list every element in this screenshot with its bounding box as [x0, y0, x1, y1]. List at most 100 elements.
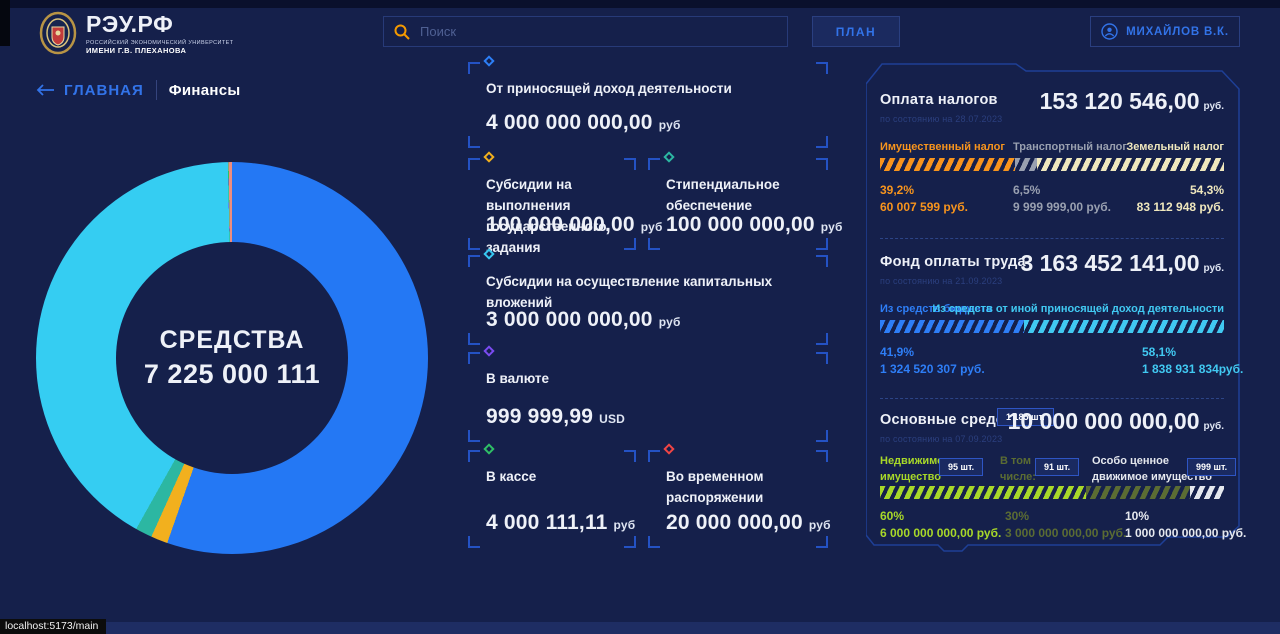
diamond-icon — [483, 55, 495, 67]
university-crest-icon — [39, 11, 77, 55]
assets-title: Основные средства — [880, 412, 1029, 428]
section-divider — [880, 398, 1224, 399]
tax-col-values: 39,2% 60 007 599 руб. — [880, 183, 968, 214]
tax-col-values: 54,3% 83 112 948 руб. — [1136, 183, 1224, 214]
user-icon — [1101, 23, 1118, 40]
back-arrow-icon — [36, 84, 54, 96]
card-scholarship: Стипендиальное обеспечение 100 000 000,0… — [648, 151, 842, 250]
card-value: 3 000 000 000,00 руб — [486, 308, 681, 331]
search-icon — [394, 24, 410, 40]
assets-col-values: 30% 3 000 000 000,00 руб. — [1005, 509, 1127, 540]
assets-total-count-badge: 1 185 шт. — [997, 408, 1054, 426]
card-temporary-disposal: Во временном распоряжении 20 000 000,00 р… — [648, 443, 831, 548]
assets-col-label: В том числе: — [1000, 455, 1036, 483]
bar-segment — [880, 486, 1087, 499]
donut-center-value: 7 225 000 111 — [143, 359, 321, 389]
taxes-total: 153 120 546,00 руб. — [1039, 88, 1224, 114]
diamond-icon — [483, 443, 495, 455]
assets-col-label: Особо ценное движимое имущество — [1092, 455, 1212, 483]
payroll-col-label: Из средств от иной приносящей доход деят… — [932, 303, 1224, 315]
diamond-icon — [663, 443, 675, 455]
taxes-bar — [880, 158, 1224, 171]
assets-col-values: 10% 1 000 000 000,00 руб. — [1125, 509, 1247, 540]
logo-title: РЭУ.РФ — [86, 11, 174, 37]
assets-total: 10 000 000 000,00 руб. — [1007, 408, 1224, 434]
card-title: Стипендиальное обеспечение — [666, 177, 780, 213]
finance-summary-panel: Оплата налогов по состоянию на 28.07.202… — [866, 62, 1246, 554]
currency-label: USD — [599, 412, 626, 426]
logo-subtitle-2: ИМЕНИ Г.В. ПЛЕХАНОВА — [86, 46, 187, 55]
bar-segment — [880, 320, 1025, 333]
tax-col-values: 6,5% 9 999 999,00 руб. — [1013, 183, 1111, 214]
card-value: 4 000 000 000,00 руб — [486, 111, 681, 134]
card-title: Субсидии на осуществление капитальных вл… — [486, 274, 773, 310]
payroll-col-values: 58,1% 1 838 931 834руб. — [1142, 345, 1244, 376]
card-title: Субсидии на выполнения государственного … — [486, 177, 607, 255]
breadcrumb-back-label: ГЛАВНАЯ — [64, 81, 144, 99]
breadcrumb-divider — [155, 80, 157, 100]
currency-label: руб — [808, 518, 831, 532]
currency-label: руб — [658, 118, 681, 132]
currency-label: руб — [613, 518, 636, 532]
section-divider — [880, 238, 1224, 239]
bar-segment — [1037, 158, 1224, 171]
card-value: 999 999,99 USD — [486, 405, 626, 428]
payroll-date: по состоянию на 21.09.2023 — [880, 276, 1003, 286]
tax-col-label: Имущественный налог — [880, 141, 1005, 153]
card-foreign-currency: В валюте 999 999,99 USD — [468, 345, 828, 442]
browser-status-tooltip: localhost:5173/main — [0, 619, 107, 634]
card-income-activity: От приносящей доход деятельности 4 000 0… — [468, 55, 828, 148]
diamond-icon — [483, 345, 495, 357]
payroll-total: 3 163 452 141,00 руб. — [1020, 250, 1224, 276]
assets-bar — [880, 486, 1224, 499]
breadcrumb: ГЛАВНАЯ Финансы — [36, 80, 241, 100]
currency-label: руб — [640, 220, 663, 234]
funds-donut-chart: СРЕДСТВА 7 225 000 111 — [36, 162, 428, 554]
tax-col-label: Земельный налог — [1126, 141, 1224, 153]
assets-count-badge: 999 шт. — [1187, 458, 1237, 476]
card-value: 100 000 000,00 руб — [486, 213, 663, 236]
payroll-bar — [880, 320, 1224, 333]
search-bar[interactable] — [383, 16, 788, 47]
logo[interactable]: РЭУ.РФ РОССИЙСКИЙ ЭКОНОМИЧЕСКИЙ УНИВЕРСИ… — [38, 11, 233, 55]
bar-segment — [1086, 486, 1190, 499]
user-button[interactable]: МИХАЙЛОВ В.К. — [1090, 16, 1240, 47]
assets-col-label: Недвижимое имущество — [880, 455, 950, 483]
search-input[interactable] — [420, 24, 777, 39]
card-capital-subsidies: Субсидии на осуществление капитальных вл… — [468, 248, 828, 345]
window-corner-notch — [0, 0, 10, 46]
card-title: От приносящей доход деятельности — [486, 81, 732, 96]
assets-col-values: 60% 6 000 000 000,00 руб. — [880, 509, 1002, 540]
diamond-icon — [663, 151, 675, 163]
donut-hole — [116, 242, 348, 474]
breadcrumb-back-link[interactable]: ГЛАВНАЯ — [36, 82, 144, 99]
user-name: МИХАЙЛОВ В.К. — [1126, 25, 1229, 38]
panel-frame — [866, 63, 1240, 552]
diamond-icon — [483, 151, 495, 163]
card-title: В кассе — [486, 469, 537, 484]
bar-segment — [1014, 158, 1038, 171]
card-title: Во временном распоряжении — [666, 469, 764, 505]
taxes-date: по состоянию на 28.07.2023 — [880, 114, 1003, 124]
assets-count-badge: 91 шт. — [1035, 458, 1080, 476]
card-cash: В кассе 4 000 111,11 руб — [468, 443, 636, 548]
card-value: 4 000 111,11 руб — [486, 511, 636, 534]
logo-subtitle-1: РОССИЙСКИЙ ЭКОНОМИЧЕСКИЙ УНИВЕРСИТЕТ — [86, 40, 234, 46]
tax-col-label: Транспортный налог — [1013, 141, 1127, 153]
currency-label: руб — [658, 315, 681, 329]
bottom-taskbar-strip — [0, 622, 1280, 634]
donut-center-label: СРЕДСТВА — [159, 326, 305, 354]
plan-button[interactable]: ПЛАН — [812, 16, 900, 47]
card-value: 20 000 000,00 руб — [666, 511, 831, 534]
card-state-subsidies: Субсидии на выполнения государственного … — [468, 151, 662, 255]
card-value: 100 000 000,00 руб — [666, 213, 843, 236]
payroll-title: Фонд оплаты труда — [880, 254, 1026, 270]
assets-count-badge: 95 шт. — [939, 458, 984, 476]
bar-segment — [880, 158, 1015, 171]
page-title: Финансы — [168, 81, 241, 99]
window-top-strip — [0, 0, 1280, 8]
taxes-title: Оплата налогов — [880, 92, 998, 108]
currency-label: руб — [820, 220, 843, 234]
card-title: В валюте — [486, 371, 550, 386]
bar-segment — [1189, 486, 1224, 499]
